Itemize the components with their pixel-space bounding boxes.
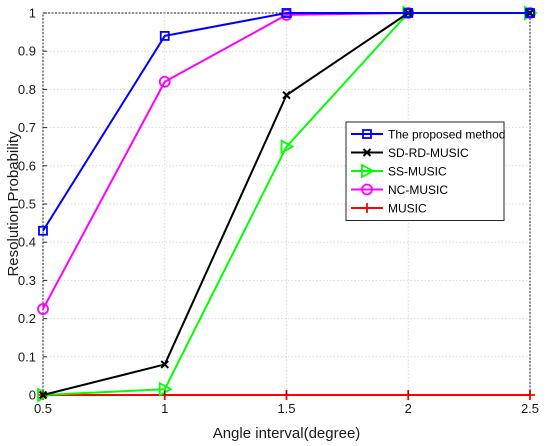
data-point-sd-rd-music — [282, 90, 291, 100]
series-the-proposed-method — [38, 8, 535, 236]
legend-marker-ss-music — [361, 163, 375, 179]
y-tick-label: 1 — [29, 6, 36, 21]
y-tick-label: 0.4 — [18, 235, 36, 250]
legend-label-ss-music: SS-MUSIC — [388, 165, 447, 179]
y-tick-label: 0.7 — [18, 120, 36, 135]
y-tick-label: 0.5 — [18, 197, 36, 212]
y-tick-label: 0.2 — [18, 311, 36, 326]
data-point-the-proposed-method — [403, 8, 414, 18]
data-point-the-proposed-method — [38, 225, 48, 236]
x-tick-label: 0.5 — [34, 401, 52, 416]
legend-item-music: MUSIC — [351, 202, 427, 216]
y-tick-label: 0.8 — [18, 82, 36, 97]
legend-label-sd-rd-music: SD-RD-MUSIC — [388, 146, 469, 160]
legend-label-nc-music: NC-MUSIC — [388, 183, 448, 197]
y-axis-label: Resolution Probability — [5, 131, 22, 277]
x-tick-label: 2.5 — [521, 401, 539, 416]
data-point-the-proposed-method — [159, 31, 170, 41]
x-axis-label: Angle interval(degree) — [213, 425, 361, 442]
y-tick-label: 0.6 — [18, 158, 36, 173]
y-tick-label: 0.3 — [18, 273, 36, 288]
data-point-nc-music — [158, 75, 171, 88]
x-tick-label: 1.5 — [277, 401, 295, 416]
y-tick-label: 0.9 — [18, 44, 36, 59]
y-tick-label: 0 — [29, 388, 36, 403]
legend-marker-nc-music — [361, 183, 373, 196]
series-line-the-proposed-method — [42, 12, 530, 232]
x-tick-label: 2 — [405, 401, 412, 416]
data-point-the-proposed-method — [525, 8, 535, 18]
legend-marker-sd-rd-music — [362, 148, 372, 157]
x-tick-label: 1 — [161, 401, 168, 416]
y-tick-label: 0.1 — [18, 349, 36, 364]
data-point-nc-music — [37, 303, 49, 315]
legend-marker-the-proposed-method — [362, 129, 372, 139]
axis-ticks: 0.5 1 1.5 2 2.5 0 0.1 0.2 0.3 0.4 0.5 0.6 0.7 0.8 0.9 1 — [18, 6, 539, 417]
legend-item-the-proposed-method: The proposed method — [351, 128, 505, 142]
legend-item-sd-rd-music: SD-RD-MUSIC — [351, 146, 469, 160]
legend-item-nc-music: NC-MUSIC — [351, 183, 448, 197]
legend-label-the-proposed-method: The proposed method — [388, 128, 505, 142]
legend-marker-music — [362, 203, 372, 213]
legend-label-music: MUSIC — [388, 202, 427, 216]
data-point-the-proposed-method — [281, 8, 292, 18]
legend: The proposed method SD-RD-MUSIC SS-MUSIC NC… — [345, 121, 505, 221]
data-point-ss-music — [280, 139, 295, 155]
legend-item-ss-music: SS-MUSIC — [351, 163, 447, 179]
data-point-sd-rd-music — [160, 360, 169, 369]
